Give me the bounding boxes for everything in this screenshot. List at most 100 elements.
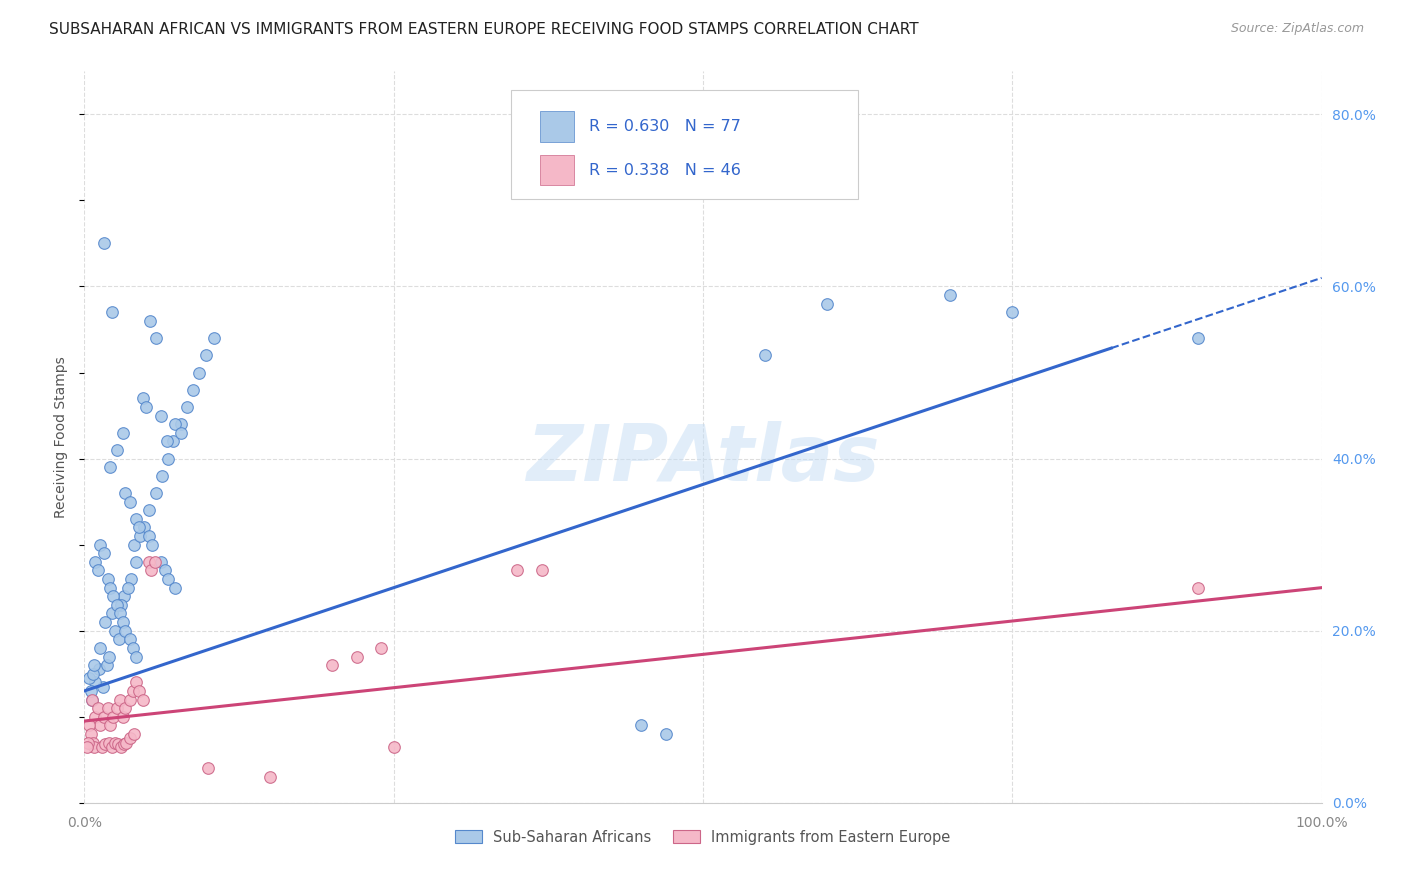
Point: [98, 649, 121, 664]
Point: [181, 383, 204, 397]
Point: [93, 236, 115, 251]
Point: [150, 409, 173, 423]
Point: [125, 512, 148, 526]
Text: R = 0.338   N = 46: R = 0.338 N = 46: [589, 162, 741, 178]
Point: [110, 607, 132, 621]
Point: [506, 564, 529, 578]
Point: [153, 564, 176, 578]
Point: [138, 503, 160, 517]
Text: Source: ZipAtlas.com: Source: ZipAtlas.com: [1230, 22, 1364, 36]
Bar: [540, 111, 574, 142]
Point: [82, 666, 104, 681]
Point: [97, 701, 120, 715]
Point: [121, 640, 143, 655]
Point: [531, 564, 554, 578]
Point: [98, 581, 121, 595]
FancyBboxPatch shape: [512, 90, 858, 200]
Point: [80, 692, 103, 706]
Point: [120, 731, 142, 746]
Text: R = 0.630   N = 77: R = 0.630 N = 77: [589, 119, 741, 134]
Point: [125, 675, 148, 690]
Point: [939, 288, 962, 302]
Point: [112, 737, 135, 751]
Point: [157, 451, 180, 466]
Point: [83, 658, 105, 673]
Point: [170, 417, 193, 432]
Point: [157, 572, 180, 586]
Point: [138, 555, 160, 569]
Point: [94, 737, 117, 751]
Point: [94, 615, 117, 629]
Point: [100, 607, 122, 621]
Text: SUBSAHARAN AFRICAN VS IMMIGRANTS FROM EASTERN EUROPE RECEIVING FOOD STAMPS CORRE: SUBSAHARAN AFRICAN VS IMMIGRANTS FROM EA…: [49, 22, 920, 37]
Point: [202, 331, 225, 345]
Point: [131, 692, 153, 706]
Point: [100, 305, 122, 319]
Point: [128, 520, 150, 534]
Point: [382, 739, 405, 754]
Point: [117, 581, 139, 595]
Point: [89, 640, 111, 655]
Point: [80, 692, 103, 706]
Point: [114, 624, 136, 638]
Point: [115, 735, 138, 749]
Point: [111, 710, 134, 724]
Point: [143, 555, 166, 569]
Point: [87, 564, 110, 578]
Point: [91, 680, 114, 694]
Point: [97, 572, 120, 586]
Point: [89, 718, 111, 732]
Point: [98, 718, 121, 732]
Point: [104, 735, 127, 749]
Point: [89, 662, 111, 676]
Point: [105, 442, 128, 457]
Point: [120, 494, 142, 508]
Point: [98, 460, 121, 475]
Point: [82, 735, 104, 749]
Point: [93, 710, 115, 724]
Point: [125, 555, 148, 569]
Point: [139, 314, 162, 328]
Y-axis label: Receiving Food Stamps: Receiving Food Stamps: [55, 356, 69, 518]
Point: [170, 425, 193, 440]
Point: [76, 739, 98, 754]
Point: [162, 434, 184, 449]
Point: [110, 739, 132, 754]
Point: [321, 658, 343, 673]
Point: [120, 572, 142, 586]
Point: [79, 684, 101, 698]
Point: [110, 692, 132, 706]
Point: [131, 392, 153, 406]
Point: [655, 727, 678, 741]
Point: [150, 468, 173, 483]
Point: [79, 671, 101, 685]
Point: [1187, 581, 1209, 595]
Point: [110, 598, 132, 612]
Legend: Sub-Saharan Africans, Immigrants from Eastern Europe: Sub-Saharan Africans, Immigrants from Ea…: [450, 823, 956, 850]
Point: [104, 624, 127, 638]
Text: ZIPAtlas: ZIPAtlas: [526, 421, 880, 497]
Point: [84, 555, 107, 569]
Point: [120, 692, 142, 706]
Point: [101, 589, 124, 603]
Point: [128, 684, 150, 698]
Point: [90, 739, 112, 754]
Point: [111, 425, 134, 440]
Point: [163, 417, 186, 432]
Point: [141, 564, 163, 578]
Point: [101, 710, 124, 724]
Point: [132, 520, 155, 534]
Point: [197, 761, 219, 775]
Point: [114, 701, 136, 715]
Point: [122, 538, 145, 552]
Point: [370, 640, 392, 655]
Point: [98, 735, 121, 749]
Point: [194, 348, 217, 362]
Point: [163, 581, 186, 595]
Point: [346, 649, 368, 664]
Point: [156, 434, 179, 449]
Point: [1001, 305, 1024, 319]
Point: [84, 710, 107, 724]
Point: [125, 649, 148, 664]
Point: [83, 739, 105, 754]
